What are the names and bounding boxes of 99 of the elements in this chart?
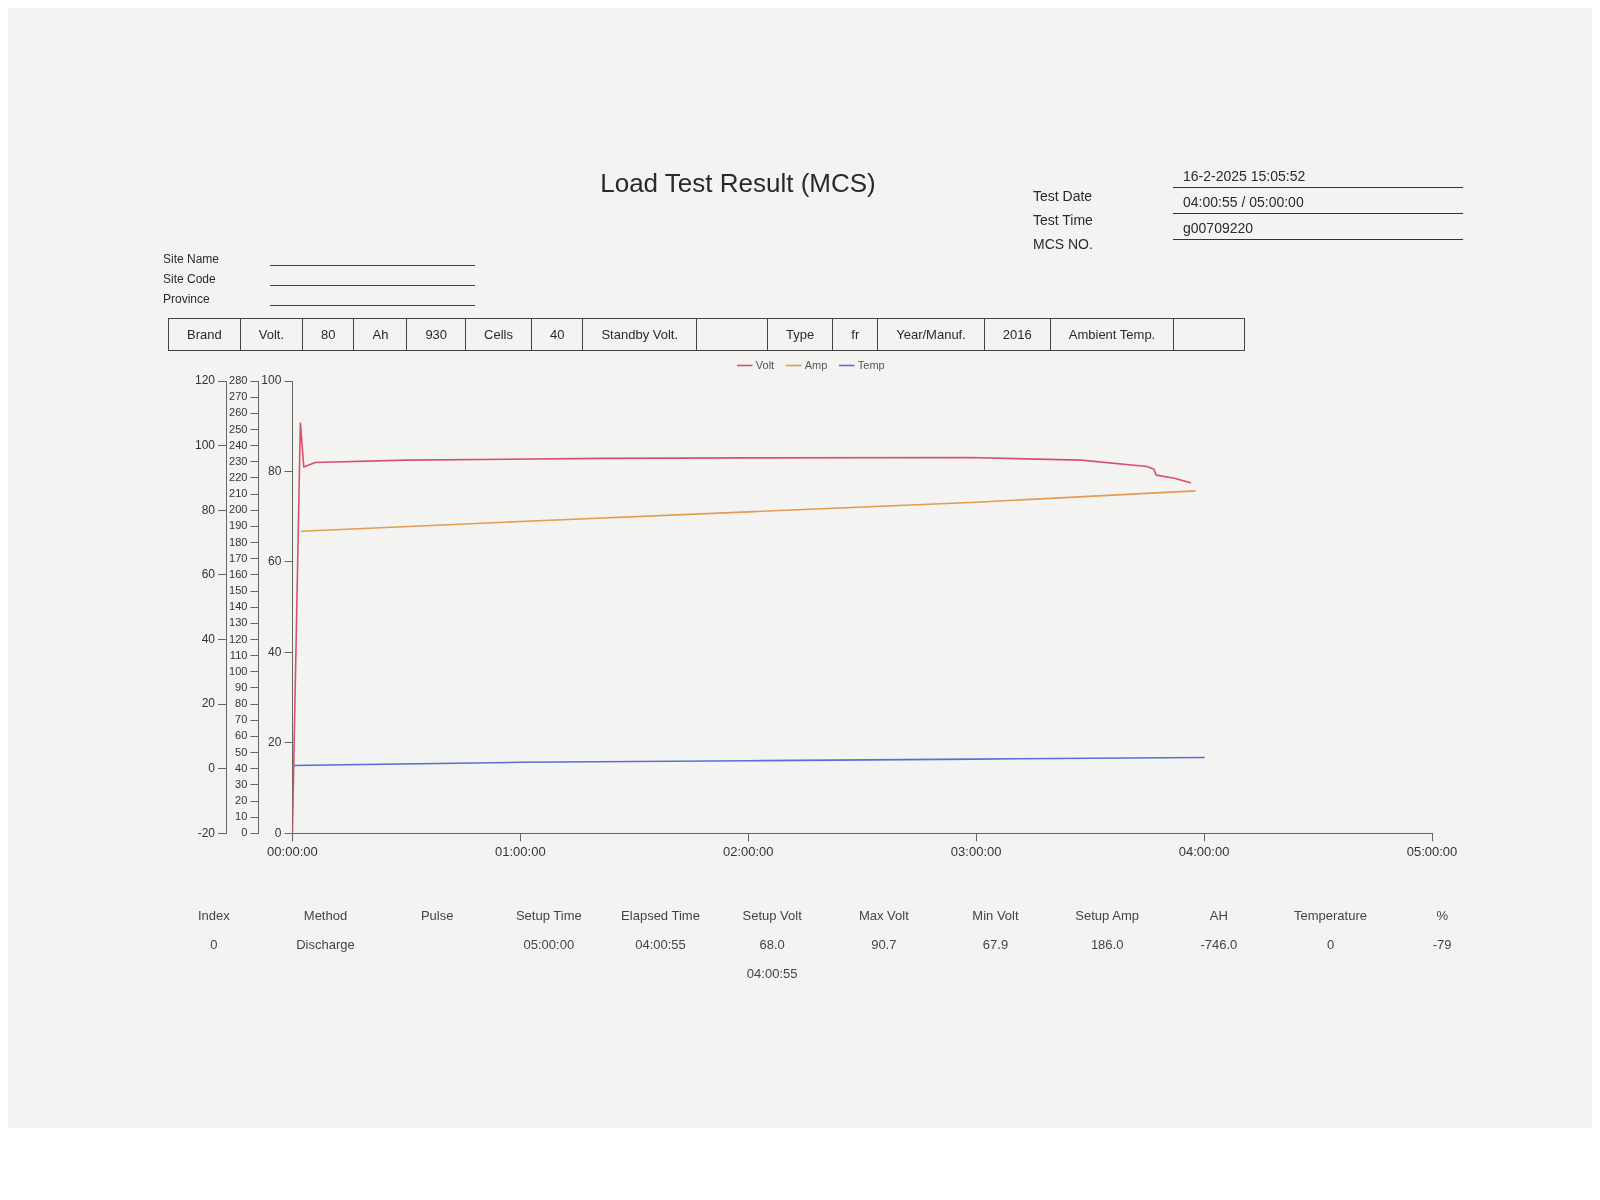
text: Discharge [296, 937, 355, 952]
y2-tick-label: 130 [229, 616, 248, 629]
y2-tick-label: 160 [229, 567, 248, 580]
y2-tick-label: 80 [235, 697, 248, 710]
text: -79 [1432, 937, 1452, 952]
text: Site Code [163, 272, 216, 286]
text: 68.0 [759, 937, 785, 952]
y-tick-label: 0 [274, 825, 282, 840]
text: 90.7 [871, 937, 897, 952]
text: Ambient Temp. [1068, 327, 1156, 342]
y2-tick-label: 200 [229, 503, 248, 516]
y2-tick-label: 120 [229, 632, 248, 645]
text: Setup Time [515, 908, 582, 923]
y3-tick-label: 60 [201, 567, 216, 582]
text: Index [197, 908, 230, 923]
y2-tick-label: 50 [235, 745, 248, 758]
text: % [1436, 908, 1448, 923]
y2-tick-label: 110 [229, 648, 248, 661]
y2-tick-label: 210 [229, 487, 248, 500]
text: Year/Manuf. [896, 327, 966, 342]
legend-label: Volt [755, 358, 775, 371]
y2-tick-label: 60 [235, 729, 248, 742]
y2-tick-label: 230 [229, 454, 248, 467]
x-tick-label: 02:00:00 [722, 843, 774, 859]
text: 04:00:55 [746, 966, 798, 981]
text: Elapsed Time [621, 908, 700, 923]
x-tick-label: 01:00:00 [495, 843, 546, 859]
y2-tick-label: 280 [229, 374, 248, 387]
y2-tick-label: 180 [229, 535, 248, 548]
text: Test Time [1033, 212, 1093, 228]
y2-tick-label: 40 [235, 761, 248, 774]
text: -746.0 [1200, 937, 1238, 952]
text: 05:00:00 [523, 937, 575, 952]
x-tick-label: 04:00:00 [1178, 843, 1230, 859]
text: fr [851, 327, 860, 342]
y3-tick-label: 20 [201, 696, 216, 711]
text: Type [786, 327, 815, 342]
y2-tick-label: 170 [229, 551, 248, 564]
y2-tick-label: 250 [229, 422, 248, 435]
text: Test Date [1033, 188, 1093, 204]
y-tick-label: 20 [268, 735, 282, 750]
text: 40 [549, 327, 565, 342]
text: g00709220 [1183, 220, 1254, 236]
x-tick-label: 00:00:00 [267, 843, 318, 859]
text: Pulse [420, 908, 454, 923]
text: 186.0 [1090, 937, 1124, 952]
text: Cells [484, 327, 513, 342]
y2-tick-label: 260 [229, 406, 248, 419]
text: 04:00:55 / 05:00:00 [1183, 194, 1304, 210]
y2-tick-label: 240 [229, 438, 248, 451]
text: 0 [1326, 937, 1335, 952]
text: 2016 [1002, 327, 1032, 342]
chart-title: Load Test Result (MCS) [600, 168, 876, 199]
text: Max Volt [858, 908, 909, 923]
text: Brand [187, 327, 222, 342]
x-tick-label: 03:00:00 [950, 843, 1002, 859]
text: Setup Volt [742, 908, 802, 923]
text: Standby Volt. [601, 327, 679, 342]
y3-tick-label: 0 [208, 761, 216, 776]
y-tick-label: 60 [268, 554, 282, 569]
y2-tick-label: 0 [241, 826, 248, 839]
y2-tick-label: 220 [229, 470, 248, 483]
text: Volt. [258, 327, 284, 342]
text: 80 [321, 327, 336, 342]
y2-tick-label: 190 [229, 519, 248, 532]
text: AH [1209, 908, 1228, 923]
y3-tick-label: 120 [194, 373, 216, 388]
y-tick-label: 40 [268, 644, 282, 659]
text: 930 [425, 327, 448, 342]
y2-tick-label: 150 [229, 584, 248, 597]
text: 16-2-2025 15:05:52 [1183, 168, 1306, 184]
y-tick-label: 100 [261, 373, 282, 388]
y2-tick-label: 100 [229, 664, 248, 677]
y-tick-label: 80 [268, 463, 282, 478]
y3-tick-label: 80 [201, 502, 216, 517]
text: 04:00:55 [635, 937, 686, 952]
text: Temperature [1294, 908, 1367, 923]
text: Min Volt [972, 908, 1019, 923]
y2-tick-label: 10 [235, 810, 248, 823]
text: Province [163, 292, 210, 306]
text: Ah [372, 327, 389, 342]
y3-tick-label: 100 [194, 437, 216, 452]
legend-label: Amp [804, 358, 828, 371]
y2-tick-label: 20 [235, 794, 248, 807]
y2-tick-label: 70 [235, 713, 248, 726]
y2-tick-label: 90 [235, 681, 248, 694]
text: 67.9 [982, 937, 1009, 952]
text: MCS NO. [1033, 236, 1093, 252]
y2-tick-label: 270 [229, 390, 248, 403]
text: Site Name [163, 252, 220, 266]
legend-label: Temp [857, 358, 885, 371]
x-tick-label: 05:00:00 [1406, 843, 1458, 859]
text: Setup Amp [1075, 908, 1139, 923]
text: Method [303, 908, 348, 923]
text: 0 [210, 937, 218, 952]
y2-tick-label: 30 [235, 777, 248, 790]
y2-tick-label: 140 [229, 600, 248, 613]
y3-tick-label: 40 [201, 631, 216, 646]
y3-tick-label: -20 [197, 825, 216, 840]
